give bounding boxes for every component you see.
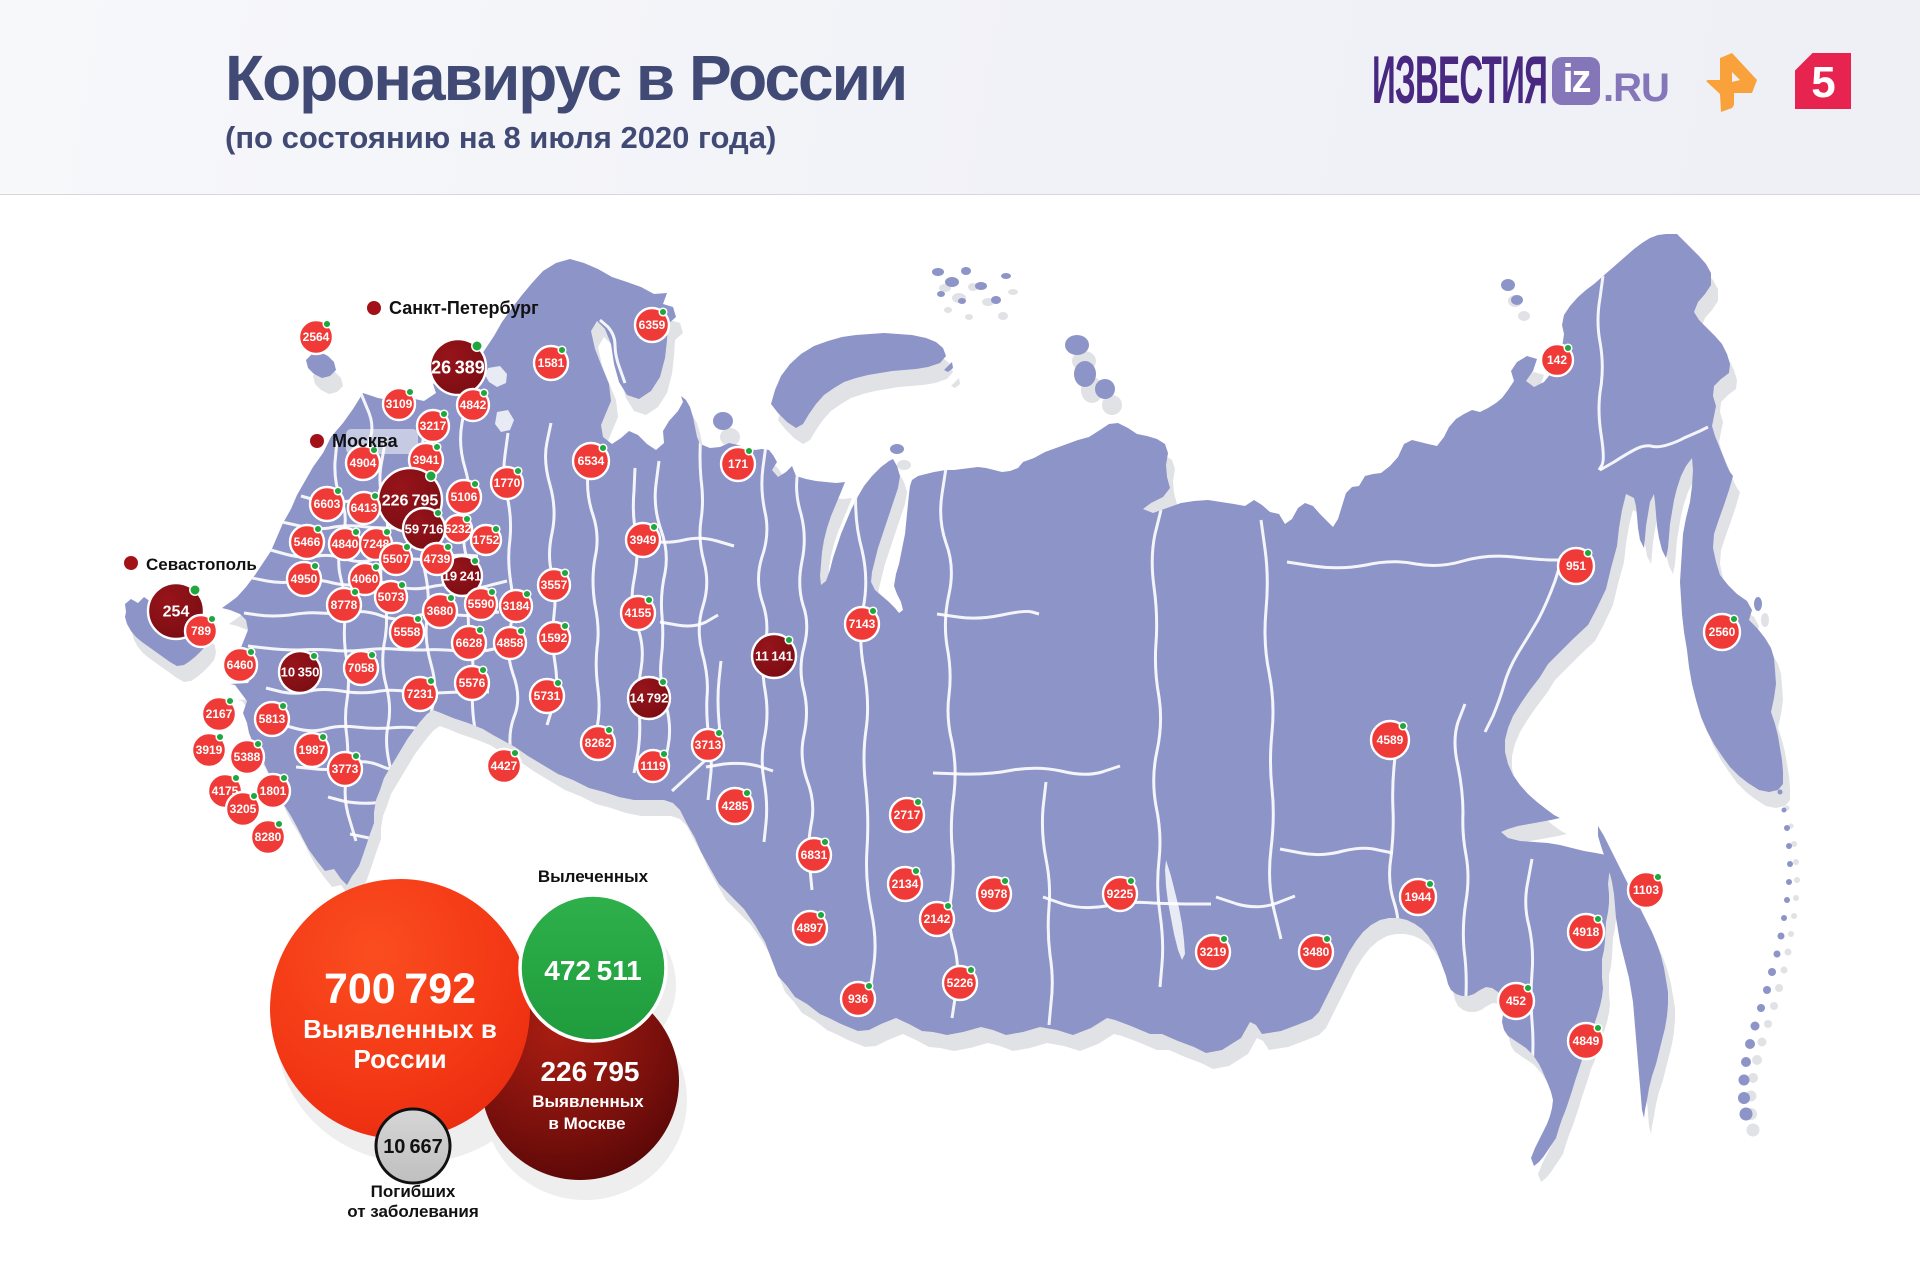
- svg-text:3480: 3480: [1303, 945, 1330, 959]
- svg-text:1752: 1752: [473, 533, 500, 547]
- svg-text:3219: 3219: [1200, 945, 1227, 959]
- svg-text:6413: 6413: [351, 501, 378, 515]
- svg-text:3713: 3713: [695, 738, 722, 752]
- svg-text:6628: 6628: [456, 636, 483, 650]
- svg-text:Выявленных в: Выявленных в: [303, 1014, 497, 1044]
- svg-text:2717: 2717: [894, 808, 921, 822]
- svg-text:3941: 3941: [413, 453, 440, 467]
- svg-text:226 795: 226 795: [540, 1056, 639, 1087]
- svg-text:9225: 9225: [1107, 887, 1134, 901]
- svg-text:4849: 4849: [1573, 1034, 1600, 1048]
- svg-text:26 389: 26 389: [431, 357, 485, 377]
- svg-text:3680: 3680: [427, 604, 454, 618]
- svg-text:5: 5: [1811, 58, 1835, 107]
- svg-text:4285: 4285: [722, 799, 749, 813]
- svg-text:1119: 1119: [640, 759, 666, 773]
- svg-text:5106: 5106: [451, 490, 478, 504]
- svg-text:Вылеченных: Вылеченных: [538, 867, 649, 886]
- svg-text:4897: 4897: [797, 921, 824, 935]
- svg-text:3217: 3217: [420, 419, 447, 433]
- svg-text:от заболевания: от заболевания: [347, 1202, 479, 1221]
- svg-text:4589: 4589: [1377, 733, 1404, 747]
- svg-text:5466: 5466: [294, 535, 321, 549]
- svg-text:6534: 6534: [578, 454, 605, 468]
- svg-text:5731: 5731: [534, 689, 561, 703]
- svg-text:789: 789: [191, 624, 211, 638]
- svg-text:1103: 1103: [1633, 883, 1659, 897]
- svg-text:3949: 3949: [630, 533, 657, 547]
- svg-text:5576: 5576: [459, 676, 486, 690]
- svg-text:5073: 5073: [378, 590, 405, 604]
- svg-text:4858: 4858: [497, 636, 524, 650]
- svg-text:8262: 8262: [585, 736, 612, 750]
- svg-text:9978: 9978: [981, 887, 1008, 901]
- svg-text:142: 142: [1547, 353, 1567, 367]
- svg-text:4427: 4427: [491, 759, 518, 773]
- svg-text:4739: 4739: [424, 552, 451, 566]
- svg-text:3184: 3184: [503, 599, 530, 613]
- svg-text:Санкт-Петербург: Санкт-Петербург: [389, 298, 539, 318]
- svg-text:2560: 2560: [1709, 625, 1736, 639]
- svg-text:1987: 1987: [299, 743, 326, 757]
- svg-text:4950: 4950: [291, 572, 318, 586]
- svg-text:3773: 3773: [332, 762, 359, 776]
- svg-text:4904: 4904: [350, 456, 377, 470]
- svg-text:4060: 4060: [352, 572, 379, 586]
- svg-text:2134: 2134: [892, 877, 919, 891]
- svg-text:8280: 8280: [255, 830, 282, 844]
- svg-text:1592: 1592: [541, 631, 568, 645]
- svg-text:3109: 3109: [386, 397, 413, 411]
- svg-text:в Москве: в Москве: [548, 1114, 625, 1133]
- svg-text:3205: 3205: [230, 802, 257, 816]
- svg-text:8778: 8778: [331, 598, 358, 612]
- svg-text:59 716: 59 716: [405, 522, 444, 537]
- svg-text:2167: 2167: [206, 707, 233, 721]
- svg-text:4918: 4918: [1573, 925, 1600, 939]
- svg-text:7231: 7231: [407, 687, 434, 701]
- svg-text:452: 452: [1506, 994, 1526, 1008]
- svg-text:5388: 5388: [234, 750, 261, 764]
- svg-text:19 241: 19 241: [443, 569, 482, 584]
- svg-text:6831: 6831: [801, 848, 828, 862]
- svg-text:226 795: 226 795: [382, 493, 439, 510]
- svg-text:1770: 1770: [494, 476, 521, 490]
- svg-text:Выявленных: Выявленных: [532, 1092, 644, 1111]
- svg-text:6359: 6359: [639, 318, 666, 332]
- svg-text:11 141: 11 141: [755, 649, 793, 664]
- svg-text:171: 171: [728, 457, 748, 471]
- svg-text:Севастополь: Севастополь: [146, 555, 257, 574]
- svg-text:7058: 7058: [348, 661, 375, 675]
- svg-text:10 350: 10 350: [281, 665, 320, 680]
- svg-text:3919: 3919: [196, 743, 223, 757]
- svg-text:2564: 2564: [303, 330, 330, 344]
- svg-text:5813: 5813: [259, 712, 286, 726]
- svg-text:3557: 3557: [541, 578, 568, 592]
- svg-text:951: 951: [1566, 559, 1586, 573]
- svg-text:7248: 7248: [363, 537, 390, 551]
- svg-text:5226: 5226: [947, 976, 974, 990]
- svg-text:4840: 4840: [332, 537, 359, 551]
- svg-text:5590: 5590: [468, 597, 495, 611]
- svg-text:472 511: 472 511: [544, 955, 642, 986]
- svg-text:России: России: [353, 1044, 446, 1074]
- svg-text:5507: 5507: [383, 552, 410, 566]
- svg-text:2142: 2142: [924, 912, 951, 926]
- svg-text:4842: 4842: [460, 398, 487, 412]
- svg-text:1944: 1944: [1405, 890, 1432, 904]
- svg-text:Погибших: Погибших: [371, 1182, 456, 1201]
- svg-text:Москва: Москва: [332, 431, 399, 451]
- svg-text:10 667: 10 667: [383, 1136, 443, 1158]
- svg-text:5232: 5232: [445, 522, 472, 536]
- svg-text:6460: 6460: [227, 658, 254, 672]
- svg-text:936: 936: [848, 992, 868, 1006]
- svg-text:6603: 6603: [314, 497, 341, 511]
- svg-text:700 792: 700 792: [324, 965, 476, 1013]
- svg-text:254: 254: [163, 604, 190, 621]
- svg-text:1801: 1801: [260, 784, 287, 798]
- svg-text:14 792: 14 792: [630, 691, 669, 706]
- svg-text:4155: 4155: [625, 606, 652, 620]
- svg-text:7143: 7143: [849, 617, 876, 631]
- svg-text:5558: 5558: [394, 625, 421, 639]
- svg-text:1581: 1581: [538, 356, 565, 370]
